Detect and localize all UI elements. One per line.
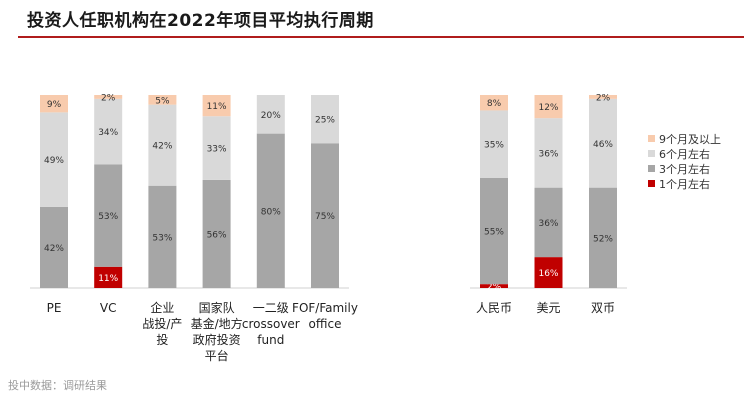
data-label: 8%	[487, 99, 502, 109]
bar-segment	[589, 98, 617, 188]
legend-label: 1个月左右	[659, 177, 710, 191]
data-label: 11%	[98, 274, 118, 284]
bar-segment	[148, 95, 177, 105]
category-label: 美元	[536, 301, 560, 315]
data-label: 9%	[47, 100, 62, 110]
bar-segment	[589, 95, 617, 99]
bar-segment	[94, 266, 123, 288]
data-label: 25%	[315, 116, 335, 126]
data-label: 46%	[593, 140, 613, 150]
bar-segment	[480, 284, 508, 288]
data-label: 53%	[98, 212, 118, 222]
bar-segment	[534, 257, 563, 288]
bar-segment	[534, 187, 563, 258]
category-label: 国家队	[199, 300, 235, 315]
category-label: 基金/地方	[191, 316, 243, 331]
bar-segment	[202, 116, 231, 180]
data-label: 55%	[484, 228, 504, 238]
bar-segment	[40, 112, 68, 207]
category-label: 企业	[150, 300, 174, 315]
legend-label: 3个月左右	[659, 162, 710, 176]
data-label: 36%	[538, 219, 558, 229]
data-label: 2%	[596, 93, 611, 103]
bar-segment	[94, 98, 123, 165]
category-label: 平台	[205, 348, 229, 363]
bar-segment	[40, 95, 68, 113]
category-label: 投	[156, 332, 168, 347]
bar-segment	[40, 206, 68, 288]
category-label: VC	[100, 301, 117, 315]
data-label: 35%	[484, 141, 504, 151]
legend-label: 6个月左右	[659, 147, 710, 161]
category-label: FOF/Family	[292, 301, 358, 315]
data-label: 2%	[101, 93, 116, 103]
title-underline	[18, 36, 744, 38]
bar-segment	[480, 177, 508, 285]
bar-segment	[589, 187, 617, 288]
category-label: 战投/产	[142, 316, 182, 331]
data-label: 34%	[98, 128, 118, 138]
legend-swatch	[648, 135, 655, 142]
data-label: 12%	[538, 103, 558, 113]
source-note: 投中数据：调研结果	[8, 379, 107, 392]
data-label: 11%	[207, 102, 227, 112]
data-label: 75%	[315, 212, 335, 222]
category-label: 政府投资	[193, 332, 241, 347]
category-label: fund	[257, 333, 284, 347]
category-label: office	[309, 317, 342, 331]
data-label: 2%	[487, 283, 502, 293]
bar-segment	[256, 133, 285, 288]
category-label: PE	[47, 301, 62, 315]
bar-segment	[311, 143, 339, 288]
legend-swatch	[648, 165, 655, 172]
bar-segment	[480, 95, 508, 111]
bar-segment	[148, 104, 177, 186]
bar-segment	[202, 179, 231, 288]
category-label: crossover	[242, 317, 300, 331]
category-label: 双币	[591, 301, 615, 315]
data-label: 42%	[152, 142, 172, 152]
data-label: 52%	[593, 234, 613, 244]
chart-title: 投资人任职机构在2022年项目平均执行周期	[27, 11, 374, 31]
bar-segment	[311, 95, 339, 144]
category-label: 人民币	[476, 301, 512, 315]
data-label: 36%	[538, 149, 558, 159]
data-label: 56%	[207, 230, 227, 240]
data-label: 20%	[261, 111, 281, 121]
data-label: 53%	[152, 233, 172, 243]
bar-segment	[94, 95, 123, 99]
data-label: 49%	[44, 156, 64, 166]
data-label: 16%	[538, 269, 558, 279]
bar-segment	[256, 95, 285, 134]
bar-segment	[94, 164, 123, 267]
legend-label: 9个月及以上	[659, 133, 721, 146]
data-label: 5%	[155, 96, 170, 106]
data-label: 80%	[261, 207, 281, 217]
bar-segment	[202, 95, 231, 117]
bar-segment	[534, 118, 563, 188]
data-label: 33%	[207, 145, 227, 155]
bar-segment	[480, 110, 508, 178]
legend-swatch	[648, 180, 655, 187]
legend-swatch	[648, 150, 655, 157]
bar-segment	[534, 95, 563, 119]
category-label: 一二级	[253, 301, 289, 315]
data-label: 42%	[44, 244, 64, 254]
bar-segment	[148, 185, 177, 288]
